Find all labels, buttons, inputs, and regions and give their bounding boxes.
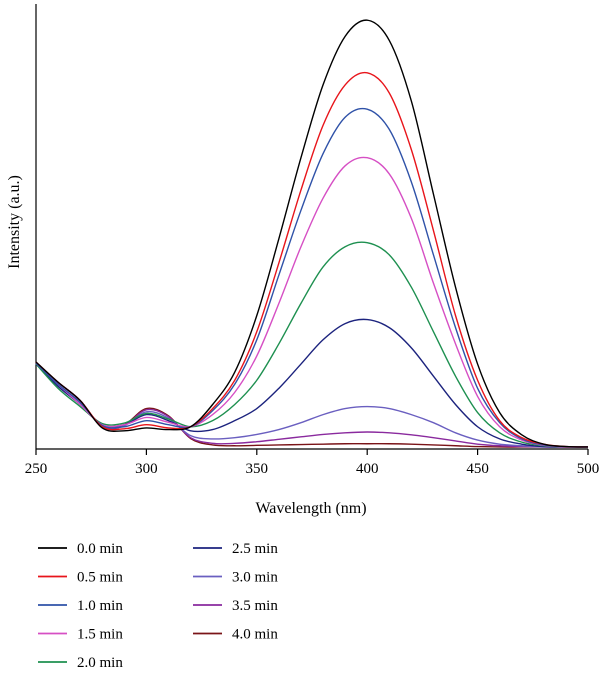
legend-label: 1.5 min: [77, 627, 123, 643]
legend: 0.0 min 0.5 min 1.0 min 1.5 min 2.0 min 2.5 m…: [38, 541, 278, 671]
x-tick-label: 400: [356, 461, 379, 477]
series-line-0-5-min: [35, 71, 589, 448]
legend-item: 2.5 min: [193, 541, 278, 557]
legend-item: 4.0 min: [193, 627, 278, 643]
x-tick-label: 250: [25, 461, 48, 477]
x-axis-title: Wavelength (nm): [255, 500, 366, 517]
legend-item: 1.0 min: [38, 598, 123, 614]
legend-item: 1.5 min: [38, 627, 123, 643]
series-line-4-0-min: [35, 362, 588, 448]
legend-label: 0.5 min: [77, 570, 123, 586]
legend-label: 1.0 min: [77, 598, 123, 614]
series-lines: [35, 19, 589, 448]
x-axis-ticks: 250 300 350 400 450 500: [25, 449, 600, 477]
legend-label: 3.0 min: [232, 570, 278, 586]
legend-item: 2.0 min: [38, 655, 123, 671]
legend-label: 2.0 min: [77, 655, 123, 671]
x-tick-label: 300: [135, 461, 158, 477]
series-line-3-5-min: [35, 362, 588, 448]
legend-label: 2.5 min: [232, 541, 278, 557]
x-tick-label: 350: [246, 461, 269, 477]
series-line-1-5-min: [35, 156, 589, 448]
legend-item: 3.0 min: [193, 570, 278, 586]
legend-label: 0.0 min: [77, 541, 123, 557]
x-tick-label: 500: [577, 461, 600, 477]
legend-item: 0.0 min: [38, 541, 123, 557]
y-axis-title: Intensity (a.u.): [6, 175, 23, 269]
series-line-3-0-min: [35, 363, 588, 448]
series-line-1-0-min: [35, 107, 589, 448]
legend-item: 3.5 min: [193, 598, 278, 614]
legend-item: 0.5 min: [38, 570, 123, 586]
plot-frame: [35, 4, 588, 450]
series-line-2-0-min: [35, 241, 589, 448]
x-tick-label: 450: [466, 461, 489, 477]
legend-label: 3.5 min: [232, 598, 278, 614]
series-line-0-0-min: [35, 19, 589, 448]
legend-label: 4.0 min: [232, 627, 278, 643]
